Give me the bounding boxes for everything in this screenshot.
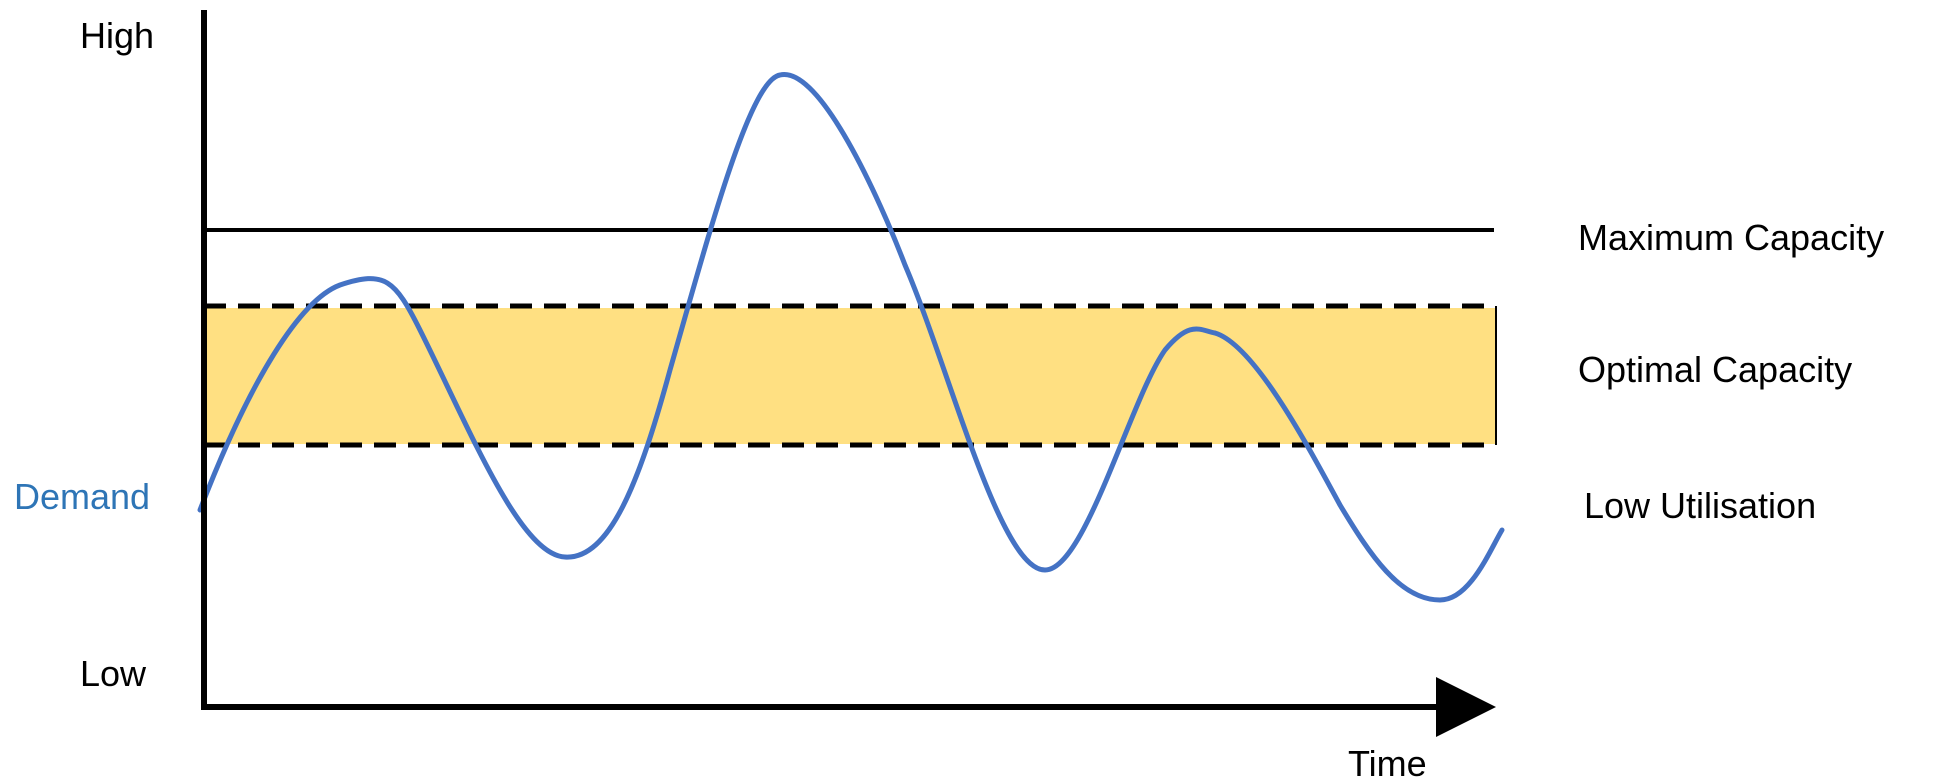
maximum-capacity-label: Maximum Capacity — [1578, 217, 1884, 258]
y-axis-high-label: High — [80, 15, 154, 56]
optimal-capacity-band — [204, 308, 1496, 444]
demand-label: Demand — [14, 476, 150, 517]
x-axis-time-label: Time — [1348, 743, 1427, 784]
y-axis-low-label: Low — [80, 653, 147, 694]
optimal-capacity-label: Optimal Capacity — [1578, 349, 1852, 390]
demand-curve — [197, 72, 1505, 603]
low-utilisation-label: Low Utilisation — [1584, 485, 1816, 526]
